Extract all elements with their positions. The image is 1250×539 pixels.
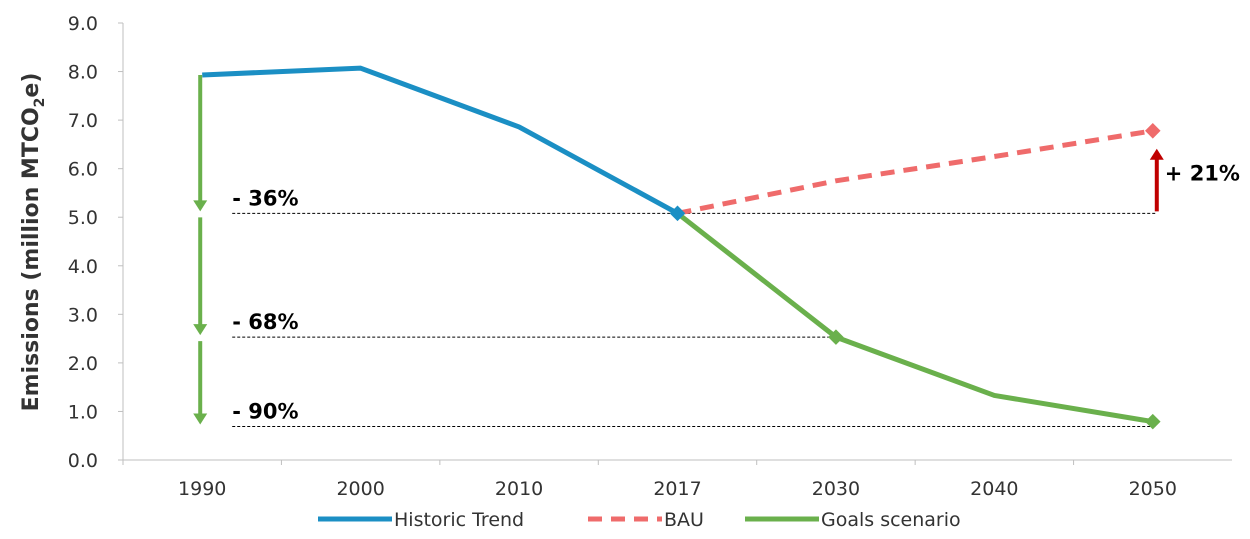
y-axis-label: Emissions (million MTCO2e) bbox=[19, 73, 48, 412]
y-tick-label: 4.0 bbox=[68, 256, 98, 278]
y-tick-label: 8.0 bbox=[68, 62, 98, 84]
y-tick-label: 0.0 bbox=[68, 450, 98, 472]
annotation-label: - 68% bbox=[232, 310, 298, 334]
x-tick-label: 1990 bbox=[178, 478, 226, 500]
series-marker-2 bbox=[1145, 413, 1161, 430]
series-line-2 bbox=[675, 211, 1154, 425]
y-tick-label: 3.0 bbox=[68, 304, 98, 326]
y-tick-label: 2.0 bbox=[68, 353, 98, 375]
legend-label: BAU bbox=[664, 509, 704, 531]
x-tick-label: 2050 bbox=[1129, 478, 1177, 500]
y-tick-label: 9.0 bbox=[68, 13, 98, 35]
reduction-arrow-head bbox=[193, 324, 208, 336]
axes: 0.0 1.0 2.0 3.0 4.0 5.0 6.0 7.0 8.0 9.0 1990 2000 20… bbox=[68, 13, 1232, 500]
x-tick-label: 2000 bbox=[336, 478, 384, 500]
y-tick-label: 5.0 bbox=[68, 207, 98, 229]
y-tick-label: 6.0 bbox=[68, 159, 98, 181]
annotation-arrows bbox=[193, 74, 1164, 425]
y-axis-label-subscript: 2 bbox=[32, 98, 48, 108]
annotation-label: + 21% bbox=[1165, 162, 1240, 186]
legend-label: Historic Trend bbox=[394, 509, 524, 531]
x-tick-label: 2030 bbox=[812, 478, 860, 500]
y-axis-label-main: Emissions (million MTCO bbox=[19, 107, 44, 411]
series-marker-0 bbox=[669, 205, 686, 222]
annotation-label: - 36% bbox=[232, 186, 298, 210]
legend: Historic Trend BAU Goals scenario bbox=[318, 509, 961, 531]
legend-label: Goals scenario bbox=[821, 509, 961, 531]
reduction-arrow-head bbox=[193, 413, 208, 425]
reduction-arrow-head bbox=[193, 200, 208, 212]
x-tick-label: 2040 bbox=[970, 478, 1018, 500]
series-group bbox=[202, 65, 1161, 430]
series-line-0 bbox=[202, 65, 679, 216]
annotation-label: - 90% bbox=[232, 399, 298, 423]
y-axis-label-end: e) bbox=[19, 73, 44, 98]
annotations: - 36% - 68% - 90% + 21% bbox=[232, 162, 1240, 424]
series-line-1 bbox=[676, 128, 1154, 216]
x-tick-label: 2017 bbox=[653, 478, 701, 500]
reference-lines bbox=[232, 212, 1157, 427]
y-tick-label: 1.0 bbox=[68, 401, 98, 423]
series-marker-1 bbox=[1145, 123, 1161, 139]
increase-arrow-head bbox=[1149, 148, 1164, 160]
x-tick-label: 2010 bbox=[495, 478, 543, 500]
y-tick-label: 7.0 bbox=[68, 110, 98, 132]
